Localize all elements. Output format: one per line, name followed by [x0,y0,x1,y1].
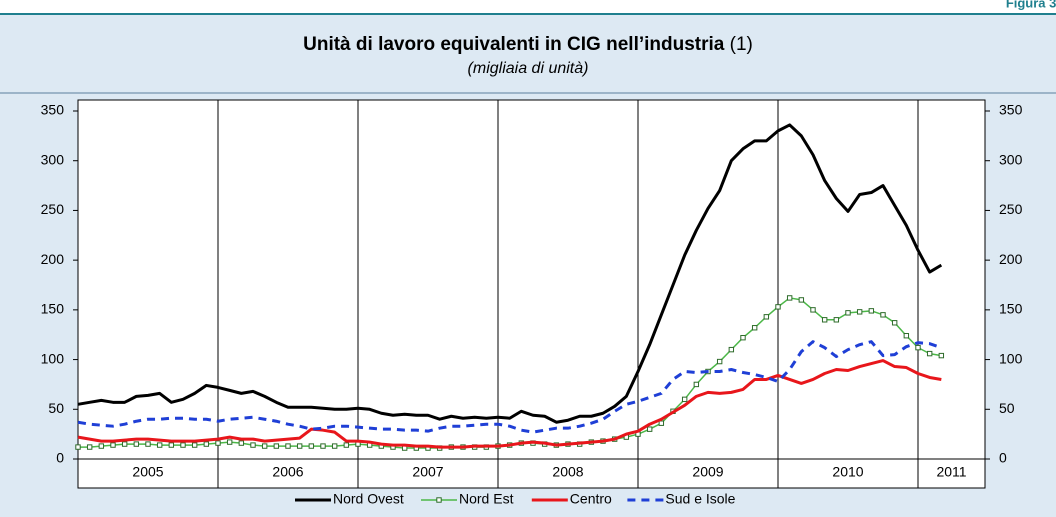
chart-title: Unità di lavoro equivalenti in CIG nell’… [303,34,753,55]
series-marker [168,442,175,448]
series-marker [646,426,653,432]
series-marker [156,442,163,448]
y2-tick-label: 0 [999,450,1007,466]
series-marker [763,314,770,320]
y-tick-label: 300 [41,151,65,167]
series-marker [751,325,758,331]
y2-tick-label: 350 [999,102,1023,118]
series-marker [343,442,350,448]
series-marker [821,317,828,323]
series-marker [716,358,723,365]
series-marker [833,317,840,323]
series-marker [681,396,688,403]
y-tick-label: 150 [41,301,65,317]
series-marker [320,443,326,449]
x-tick-label: 2011 [936,464,966,480]
figure-label: Figura 3. [1006,0,1056,10]
series-marker [728,346,735,353]
series-marker [215,440,221,446]
series-marker [880,312,886,318]
y2-tick-label: 50 [999,400,1015,416]
series-marker [926,350,933,357]
series-line [77,123,943,424]
legend-label: Centro [570,491,612,507]
title-text: Unità di lavoro equivalenti in CIG nell’… [303,34,725,55]
y-tick-label: 50 [48,400,64,416]
series-marker [273,443,280,449]
series-marker [203,441,210,447]
y2-tick-label: 250 [999,201,1023,217]
series-marker [296,443,303,449]
chart-subtitle: (migliaia di unità) [468,60,589,77]
legend: Nord Ovest Nord Est Centro Sud e Isole [295,491,736,507]
legend-label: Nord Ovest [333,491,404,507]
series-marker [250,442,256,448]
y-tick-label: 0 [56,450,64,466]
y2-tick-label: 300 [999,151,1023,167]
series-marker [775,304,781,310]
series-marker [98,443,105,449]
series-marker [693,381,700,388]
series-marker [845,310,851,316]
series-marker [145,441,151,447]
series-marker [110,442,116,448]
plot-area [77,99,986,489]
series-marker [75,444,81,450]
y-tick-label: 350 [41,102,65,118]
y-tick-label: 250 [41,201,65,217]
y-tick-label: 100 [41,350,65,366]
series-marker [903,333,910,339]
series-marker [285,443,291,449]
series-marker [938,352,945,359]
y2-tick-label: 100 [999,350,1023,366]
legend-label: Sud e Isole [665,491,735,507]
series-marker [786,295,793,301]
y2-tick-label: 150 [999,301,1023,317]
x-tick-label: 2010 [832,464,863,480]
legend-marker [436,497,442,503]
series-line [77,359,942,449]
series-marker [810,307,816,313]
y-tick-label: 200 [41,251,65,267]
series-marker [891,320,898,326]
series-marker [180,442,186,448]
x-tick-label: 2005 [132,464,163,480]
x-tick-label: 2009 [692,464,723,480]
x-tick-label: 2006 [272,464,303,480]
series-marker [798,297,805,303]
legend-label: Nord Est [459,491,514,507]
series-marker [191,442,198,448]
title-note: (1) [730,34,753,55]
series-marker [868,308,875,314]
series-marker [915,344,921,351]
series-marker [86,444,93,450]
y2-tick-label: 200 [999,251,1023,267]
series-marker [740,334,746,341]
x-tick-label: 2008 [552,464,583,480]
series-marker [658,420,665,426]
series-marker [226,439,233,445]
series-marker [238,440,245,446]
series-line [77,340,942,434]
series-marker [331,443,338,449]
x-tick-label: 2007 [412,464,443,480]
series-marker [261,443,268,449]
series-marker [121,441,128,447]
series-marker [133,441,140,447]
series-marker [856,309,863,315]
series-marker [308,443,315,449]
